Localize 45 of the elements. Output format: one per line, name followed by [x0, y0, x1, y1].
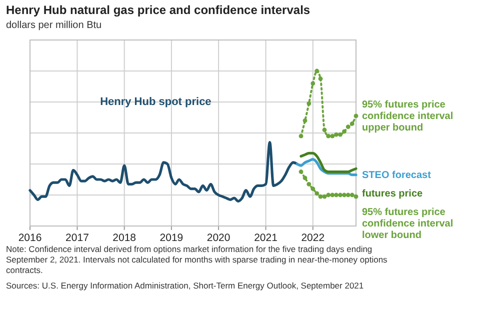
x-tick-label: 2018 — [112, 232, 136, 244]
point — [334, 132, 338, 137]
point — [354, 194, 358, 199]
x-tick-label: 2016 — [18, 232, 42, 244]
point — [346, 192, 350, 198]
x-tick-label: 2022 — [301, 232, 325, 244]
point — [322, 194, 327, 199]
point — [318, 194, 323, 199]
point — [302, 118, 308, 123]
point — [310, 81, 316, 86]
point — [338, 192, 342, 198]
point — [346, 124, 350, 129]
point — [334, 192, 338, 198]
point — [330, 134, 335, 138]
point — [350, 192, 354, 198]
point — [326, 192, 331, 198]
point — [306, 182, 312, 186]
point — [302, 176, 308, 180]
text: Note: Confidence interval derived from options market information for the five trading days ending September 2, 2021. Intervals not calculated for months with sparse trading in near-the-money options contracts. — [6, 244, 388, 275]
source-note: Sources: U.S. Energy Information Administration, Short-Term Energy Outlook, September 2021 — [6, 280, 364, 290]
text: Henry Hub spot price — [100, 96, 212, 108]
point — [350, 122, 354, 126]
point — [354, 114, 358, 118]
point — [318, 76, 323, 81]
point — [326, 134, 331, 138]
series-label: 95% futures price confidence interval lower bound — [362, 207, 454, 242]
text: futures price — [362, 188, 424, 200]
point — [310, 186, 316, 191]
chart-title: Henry Hub natural gas price and confidence intervals — [6, 3, 310, 17]
point — [342, 129, 346, 134]
chart-subtitle: dollars per million Btu — [6, 20, 102, 31]
point — [298, 134, 304, 138]
x-tick-label: 2021 — [254, 232, 278, 244]
x-tick-label: 2019 — [160, 232, 184, 244]
point — [298, 170, 304, 174]
point — [322, 128, 327, 132]
point — [314, 191, 320, 196]
x-tick-label: 2020 — [206, 232, 230, 244]
point — [342, 192, 346, 198]
series-label: 95% futures price confidence interval upper bound — [362, 100, 454, 134]
point — [338, 132, 342, 137]
point — [314, 68, 320, 74]
point — [306, 101, 312, 106]
series-label: STEO forecast — [362, 170, 432, 182]
x-tick-label: 2017 — [66, 232, 90, 244]
